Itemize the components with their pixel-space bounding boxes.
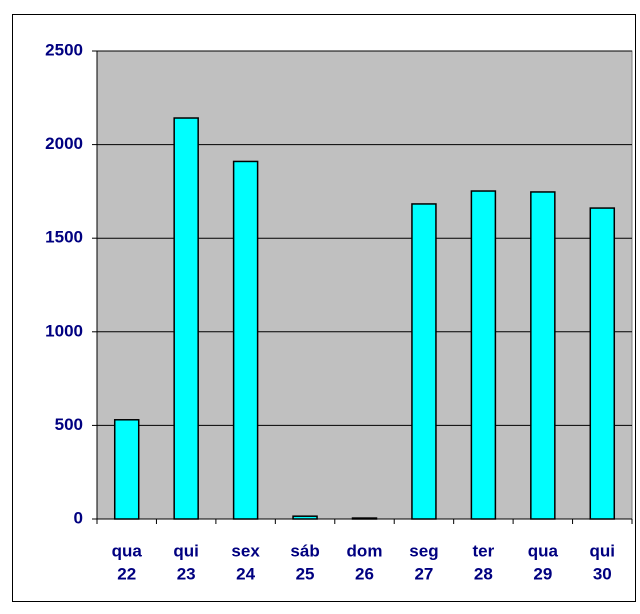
x-tick-label: qui: [590, 541, 616, 560]
x-tick-label: dom: [347, 541, 383, 560]
bar: [173, 117, 199, 520]
y-tick-label: 2000: [45, 134, 83, 153]
x-tick-label: 30: [593, 564, 612, 583]
bar: [470, 190, 497, 520]
bar: [411, 203, 437, 520]
x-tick-label: 22: [117, 564, 136, 583]
x-tick-label: 28: [474, 564, 493, 583]
x-tick-label: qua: [528, 541, 559, 560]
x-tick-label: 26: [355, 564, 374, 583]
x-tick-label: 25: [296, 564, 315, 583]
y-tick-label: 500: [55, 415, 83, 434]
x-tick-label: 29: [533, 564, 552, 583]
bar: [232, 160, 259, 520]
y-tick-label: 2500: [45, 40, 83, 59]
y-tick-label: 1500: [45, 228, 83, 247]
x-tick-label: seg: [409, 541, 438, 560]
bar: [530, 191, 556, 520]
x-tick-label: 27: [414, 564, 433, 583]
bar: [589, 207, 616, 520]
x-tick-label: qui: [173, 541, 199, 560]
x-tick-label: ter: [473, 541, 495, 560]
x-tick-label: sex: [231, 541, 260, 560]
x-tick-label: qua: [112, 541, 143, 560]
bar: [351, 517, 378, 520]
x-tick-label: 24: [236, 564, 255, 583]
bar: [113, 419, 140, 520]
y-tick-label: 0: [74, 508, 83, 527]
bar: [292, 515, 318, 520]
y-tick-label: 1000: [45, 321, 83, 340]
x-tick-label: 23: [177, 564, 196, 583]
x-tick-label: sáb: [290, 541, 319, 560]
